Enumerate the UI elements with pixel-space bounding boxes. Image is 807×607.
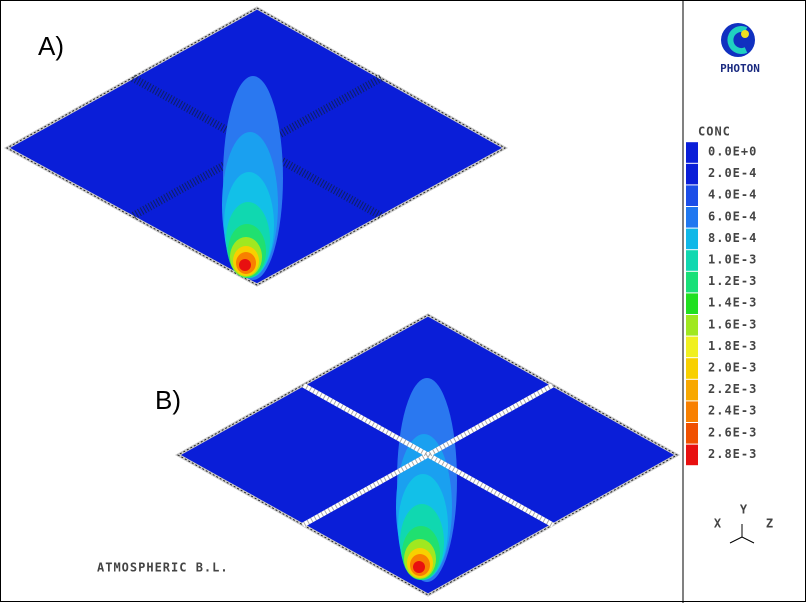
legend-label: 1.8E-3 xyxy=(708,339,757,353)
legend-label: 4.0E-4 xyxy=(708,188,757,202)
axis-label: Z xyxy=(766,517,774,531)
legend-label: 0.0E+0 xyxy=(708,145,757,159)
legend-swatch xyxy=(686,293,698,314)
legend-swatch xyxy=(686,142,698,163)
legend-label: 1.2E-3 xyxy=(708,274,757,288)
panel-label: B) xyxy=(155,385,181,415)
legend-label: 2.4E-3 xyxy=(708,404,757,418)
axis-label: Y xyxy=(740,503,748,517)
logo-text: PHOTON xyxy=(720,62,760,75)
legend-label: 1.6E-3 xyxy=(708,317,757,331)
legend-swatch xyxy=(686,423,698,444)
panel-a xyxy=(3,6,509,287)
axis-indicator xyxy=(729,524,755,544)
panel-label: A) xyxy=(38,31,64,61)
legend-label: 1.4E-3 xyxy=(708,296,757,310)
legend-swatch xyxy=(686,336,698,358)
legend-label: 2.6E-3 xyxy=(708,425,757,439)
footer: ATMOSPHERIC B.L. xyxy=(97,561,229,575)
legend-swatch xyxy=(686,228,698,250)
legend-title: CONC xyxy=(698,125,731,139)
axis-label: X xyxy=(714,517,722,531)
legend-swatch xyxy=(686,444,698,466)
panel-b xyxy=(174,313,681,597)
legend-label: 2.0E-3 xyxy=(708,361,757,375)
legend-label: 8.0E-4 xyxy=(708,231,757,245)
legend: 0.0E+0 2.0E-4 4.0E-4 6.0E-4 8.0E-4 1.0E-3 1.2E… xyxy=(686,142,757,466)
legend-swatch xyxy=(686,271,698,293)
legend-swatch xyxy=(686,358,698,379)
logo: PHOTON xyxy=(720,23,760,75)
legend-swatch xyxy=(686,379,698,401)
legend-swatch xyxy=(686,250,698,271)
legend-label: 6.0E-4 xyxy=(708,209,757,223)
legend-swatch xyxy=(686,315,698,336)
legend-label: 2.2E-3 xyxy=(708,382,757,396)
legend-swatch xyxy=(686,207,698,228)
legend-label: 2.0E-4 xyxy=(708,166,757,180)
legend-swatch xyxy=(686,163,698,185)
legend-swatch xyxy=(686,185,698,206)
legend-swatch xyxy=(686,401,698,422)
legend-label: 2.8E-3 xyxy=(708,447,757,461)
legend-label: 1.0E-3 xyxy=(708,253,757,267)
